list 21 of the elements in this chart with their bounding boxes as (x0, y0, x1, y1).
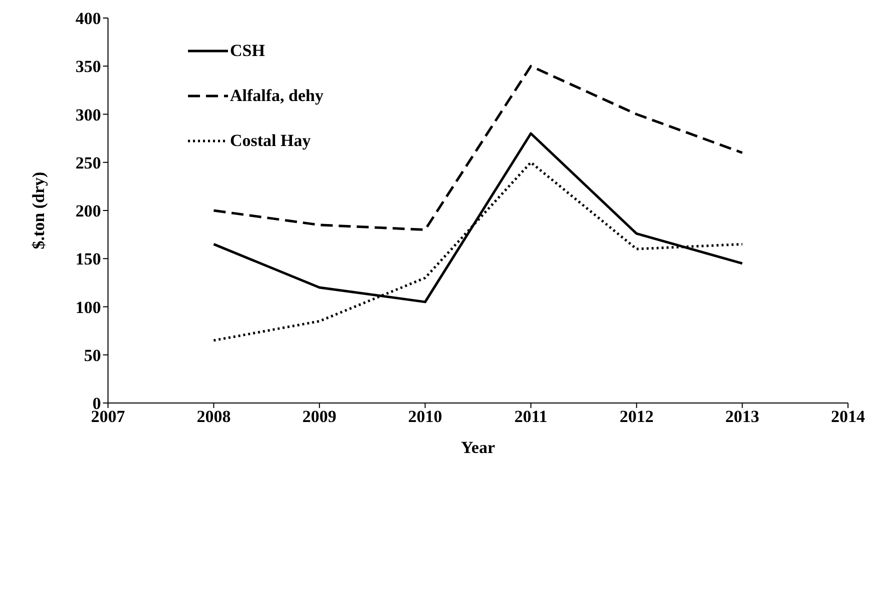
y-tick-label: 100 (76, 298, 101, 317)
line-series (212, 64, 744, 231)
x-tick-label: 2010 (408, 407, 442, 426)
x-tick-label: 2014 (831, 407, 866, 426)
x-tick-label: 2008 (196, 407, 231, 426)
x-tick-label: 2009 (302, 407, 336, 426)
y-tick-label: 150 (76, 250, 101, 269)
y-tick-label: 50 (84, 346, 101, 365)
x-tick-label: 2012 (620, 407, 654, 426)
y-tick-label: 200 (76, 202, 101, 221)
y-tick-label: 400 (76, 9, 101, 28)
legend-label: CSH (230, 40, 265, 60)
y-tick-label: 300 (76, 105, 101, 124)
y-axis-title: $.ton (dry) (29, 172, 48, 250)
legend-label: Alfalfa, dehy (230, 86, 324, 106)
legend-label: Costal Hay (230, 130, 311, 150)
y-tick-label: 350 (76, 57, 101, 76)
y-tick-label: 250 (76, 153, 101, 172)
x-axis-title: Year (461, 438, 496, 457)
x-tick-label: 2011 (514, 407, 548, 426)
x-tick-label: 2013 (725, 407, 760, 426)
